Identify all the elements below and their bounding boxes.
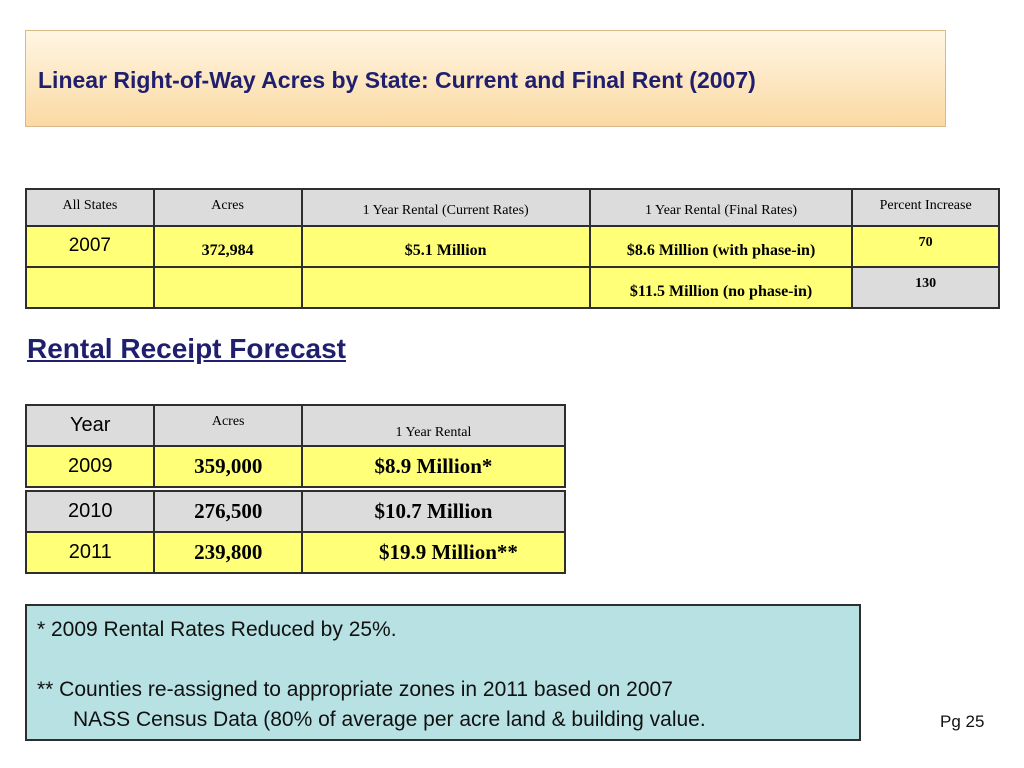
forecast-table: Year Acres 1 Year Rental 2009 359,000 $8…	[24, 404, 567, 574]
footnote-2-continued: NASS Census Data (80% of average per acr…	[73, 708, 706, 731]
table-header-row: Year Acres 1 Year Rental	[24, 404, 567, 447]
cell-final-rental: $8.6 Million (with phase-in)	[588, 225, 854, 268]
header-rental: 1 Year Rental	[300, 404, 567, 447]
row-divider	[26, 486, 565, 492]
cell-year: 2009	[24, 445, 156, 488]
cell-final-rental: $11.5 Million (no phase-in)	[588, 266, 854, 309]
footnote-2: ** Counties re-assigned to appropriate z…	[37, 678, 673, 701]
cell-current-empty	[300, 266, 591, 309]
cell-rental: $10.7 Million	[300, 490, 567, 533]
cell-state-year: 2007	[25, 225, 155, 268]
header-percent-increase: Percent Increase	[851, 188, 1000, 227]
cell-rental: $19.9 Million**	[300, 531, 567, 574]
table-row: $11.5 Million (no phase-in) 130	[25, 266, 1000, 309]
table-row: 2011 239,800 $19.9 Million**	[24, 531, 567, 574]
table-row: 2009 359,000 $8.9 Million*	[24, 445, 567, 488]
header-acres: Acres	[152, 188, 303, 227]
page-number: Pg 25	[940, 712, 985, 731]
header-year: Year	[24, 404, 156, 447]
footnote-1: * 2009 Rental Rates Reduced by 25%.	[37, 618, 397, 641]
cell-acres: 372,984	[152, 225, 303, 268]
cell-acres-empty	[152, 266, 303, 309]
header-acres: Acres	[153, 404, 303, 447]
table-header-row: All States Acres 1 Year Rental (Current …	[25, 188, 1000, 227]
forecast-heading: Rental Receipt Forecast	[27, 333, 346, 364]
header-final-rental: 1 Year Rental (Final Rates)	[588, 188, 854, 227]
footnotes-box: * 2009 Rental Rates Reduced by 25%. ** C…	[25, 604, 861, 741]
header-current-rental: 1 Year Rental (Current Rates)	[300, 188, 591, 227]
cell-rental: $8.9 Million*	[300, 445, 567, 488]
cell-percent-increase: 130	[851, 266, 1000, 309]
title-banner: Linear Right-of-Way Acres by State: Curr…	[25, 30, 946, 127]
table-row: 2010 276,500 $10.7 Million	[24, 490, 567, 533]
cell-year: 2011	[24, 531, 156, 574]
cell-percent-increase: 70	[851, 225, 1000, 268]
cell-acres: 239,800	[153, 531, 303, 574]
header-all-states: All States	[25, 188, 155, 227]
cell-current-rental: $5.1 Million	[300, 225, 591, 268]
cell-state-empty	[25, 266, 155, 309]
cell-acres: 276,500	[153, 490, 303, 533]
table-row: 2007 372,984 $5.1 Million $8.6 Million (…	[25, 225, 1000, 268]
cell-year: 2010	[24, 490, 156, 533]
page-title: Linear Right-of-Way Acres by State: Curr…	[38, 67, 756, 93]
cell-acres: 359,000	[153, 445, 303, 488]
rent-by-state-table: All States Acres 1 Year Rental (Current …	[25, 188, 1000, 309]
